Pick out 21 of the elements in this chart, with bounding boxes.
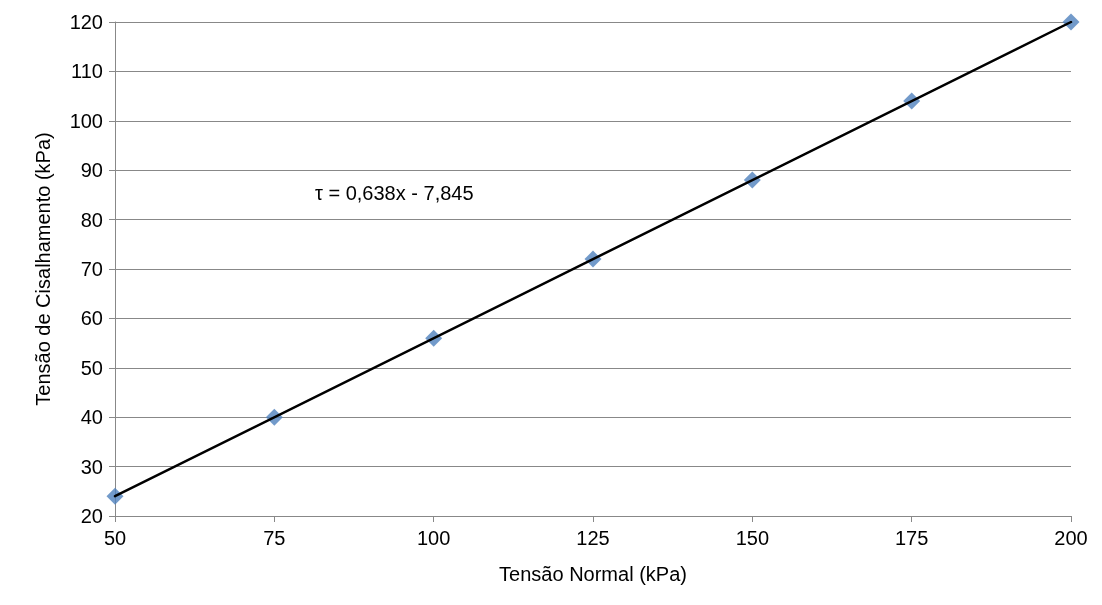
y-tick-label: 80 — [80, 208, 103, 231]
x-tick-label: 175 — [894, 527, 929, 549]
x-tick-label: 75 — [263, 527, 286, 549]
y-tick-label: 50 — [80, 356, 103, 379]
y-tick-label: 40 — [80, 406, 103, 429]
x-axis-title: Tensão Normal (kPa) — [499, 563, 687, 585]
y-tick-label: 20 — [80, 505, 103, 527]
y-tick-label: 60 — [80, 307, 103, 330]
y-tick-label: 120 — [69, 11, 103, 33]
y-tick-label: 90 — [80, 159, 103, 182]
y-tick-label: 100 — [69, 109, 103, 132]
x-tick-label: 100 — [416, 527, 451, 549]
annotation: τ = 0,638x - 7,845 — [315, 182, 474, 204]
y-axis-title: Tensão de Cisalhamento (kPa) — [32, 132, 54, 406]
x-tick-label: 150 — [735, 527, 770, 549]
y-tick-label: 30 — [80, 455, 103, 478]
x-tick-label: 125 — [576, 527, 610, 549]
y-tick-label: 70 — [80, 258, 103, 280]
x-tick-label: 200 — [1054, 527, 1088, 549]
x-tick-label: 50 — [103, 527, 127, 549]
y-tick-label: 110 — [71, 60, 103, 83]
